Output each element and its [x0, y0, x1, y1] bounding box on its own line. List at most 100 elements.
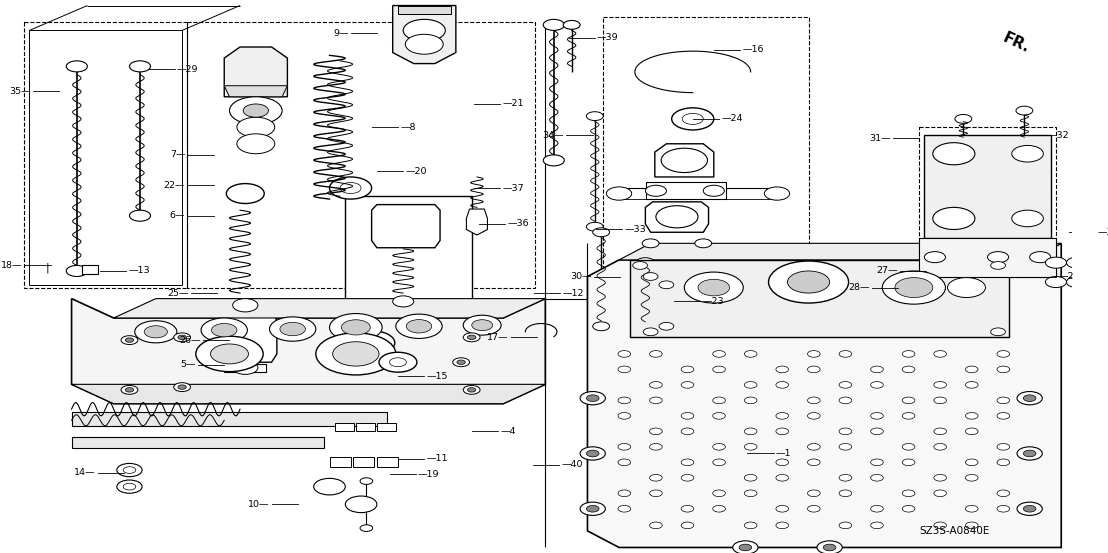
Circle shape: [618, 505, 630, 512]
Text: 34—: 34—: [543, 131, 564, 140]
Circle shape: [776, 413, 789, 419]
Circle shape: [1029, 252, 1050, 263]
Text: 5—: 5—: [181, 361, 196, 369]
Text: —36: —36: [507, 220, 529, 228]
Circle shape: [618, 351, 630, 357]
Circle shape: [808, 490, 820, 497]
Text: 22—: 22—: [164, 181, 185, 190]
Circle shape: [769, 261, 849, 303]
Circle shape: [776, 366, 789, 373]
Text: 27—: 27—: [876, 267, 899, 275]
Circle shape: [1012, 210, 1044, 227]
Polygon shape: [72, 437, 325, 448]
Polygon shape: [224, 86, 287, 97]
Circle shape: [681, 382, 694, 388]
Circle shape: [947, 278, 985, 298]
Circle shape: [1024, 450, 1036, 457]
Circle shape: [808, 397, 820, 404]
Circle shape: [1017, 502, 1043, 515]
Circle shape: [130, 61, 151, 72]
Polygon shape: [646, 182, 727, 199]
Text: —13: —13: [129, 267, 150, 275]
Circle shape: [745, 444, 757, 450]
Circle shape: [924, 252, 945, 263]
Circle shape: [712, 397, 726, 404]
Text: 25—: 25—: [167, 289, 188, 298]
Circle shape: [965, 428, 978, 435]
Text: —12: —12: [562, 289, 584, 298]
Circle shape: [671, 108, 714, 130]
Circle shape: [965, 474, 978, 481]
Polygon shape: [224, 310, 277, 362]
Circle shape: [543, 19, 564, 30]
Circle shape: [211, 344, 248, 364]
Text: —32: —32: [1047, 131, 1069, 140]
Circle shape: [685, 272, 743, 303]
Circle shape: [644, 273, 658, 280]
Circle shape: [649, 382, 663, 388]
Circle shape: [463, 333, 480, 342]
Circle shape: [965, 382, 978, 388]
Circle shape: [808, 459, 820, 466]
Circle shape: [463, 385, 480, 394]
Circle shape: [712, 459, 726, 466]
Polygon shape: [371, 205, 440, 248]
Circle shape: [329, 177, 371, 199]
Circle shape: [116, 480, 142, 493]
Text: —37: —37: [502, 184, 524, 192]
Polygon shape: [377, 457, 398, 467]
Circle shape: [649, 490, 663, 497]
Circle shape: [643, 239, 659, 248]
Circle shape: [987, 252, 1008, 263]
Polygon shape: [352, 457, 373, 467]
Polygon shape: [72, 384, 545, 404]
Circle shape: [839, 351, 852, 357]
Circle shape: [379, 352, 417, 372]
Circle shape: [902, 366, 915, 373]
Circle shape: [934, 382, 946, 388]
Text: —29: —29: [177, 65, 198, 74]
Circle shape: [618, 490, 630, 497]
Circle shape: [745, 397, 757, 404]
Circle shape: [712, 490, 726, 497]
Circle shape: [581, 447, 605, 460]
Circle shape: [406, 34, 443, 54]
Circle shape: [776, 459, 789, 466]
Circle shape: [681, 474, 694, 481]
Circle shape: [776, 428, 789, 435]
Circle shape: [997, 413, 1009, 419]
Text: 28—: 28—: [848, 283, 870, 292]
Circle shape: [581, 392, 605, 405]
Circle shape: [340, 182, 361, 194]
Circle shape: [144, 326, 167, 338]
Polygon shape: [587, 243, 1061, 547]
Circle shape: [965, 459, 978, 466]
Polygon shape: [224, 47, 287, 97]
Circle shape: [661, 148, 708, 173]
Polygon shape: [329, 457, 350, 467]
Circle shape: [902, 505, 915, 512]
Circle shape: [656, 206, 698, 228]
Circle shape: [543, 155, 564, 166]
Circle shape: [66, 61, 88, 72]
Circle shape: [586, 222, 603, 231]
Text: 7—: 7—: [170, 150, 185, 159]
Polygon shape: [224, 301, 266, 310]
Polygon shape: [114, 299, 545, 318]
Circle shape: [997, 366, 1009, 373]
Circle shape: [468, 388, 475, 392]
Circle shape: [174, 333, 191, 342]
Circle shape: [121, 336, 137, 345]
Circle shape: [633, 262, 647, 269]
Circle shape: [403, 19, 445, 41]
Circle shape: [196, 336, 264, 372]
Polygon shape: [466, 209, 488, 235]
Circle shape: [586, 505, 599, 512]
Circle shape: [776, 522, 789, 529]
Text: 10—: 10—: [248, 500, 269, 509]
Circle shape: [348, 331, 394, 355]
Circle shape: [123, 467, 136, 473]
Circle shape: [659, 281, 674, 289]
Circle shape: [934, 522, 946, 529]
Circle shape: [66, 265, 88, 276]
